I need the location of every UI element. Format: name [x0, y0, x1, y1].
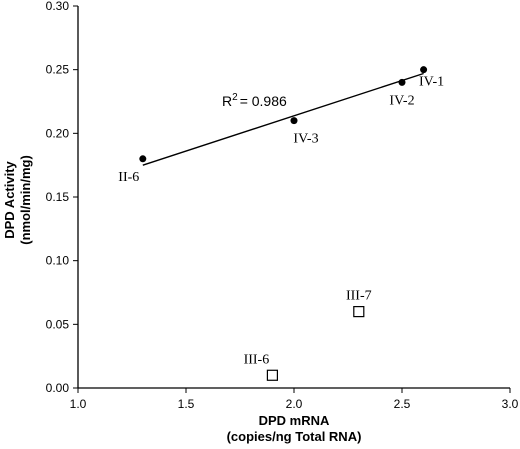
y-tick-label: 0.20 [46, 126, 70, 140]
y-tick-label: 0.10 [46, 254, 70, 268]
point [398, 78, 406, 86]
point-label: II-6 [118, 170, 139, 185]
x-tick-label: 2.0 [286, 397, 303, 411]
y-tick-label: 0.05 [46, 317, 70, 331]
y-axis-title: DPD Activity [2, 160, 17, 238]
y-tick-label: 0.30 [46, 0, 70, 13]
y-tick-label: 0.25 [46, 63, 70, 77]
x-tick-label: 1.5 [178, 397, 195, 411]
r-value: = 0.986 [240, 93, 287, 109]
x-tick-label: 2.5 [394, 397, 411, 411]
point-label: IV-1 [419, 75, 444, 90]
trendline [142, 72, 424, 166]
r-base: R [222, 93, 232, 109]
point-label: III-7 [346, 289, 372, 304]
x-tick-label: 3.0 [502, 397, 519, 411]
r-squared: R2 = 0.986 [222, 92, 287, 109]
point-label: IV-3 [293, 132, 318, 147]
x-axis-title: (copies/ng Total RNA) [227, 429, 362, 444]
point [420, 66, 428, 74]
y-axis-title: (nmol/min/mg) [18, 155, 33, 245]
x-tick-label: 1.0 [70, 397, 87, 411]
point-label: III-6 [244, 352, 270, 367]
x-axis-title: DPD mRNA [259, 413, 330, 428]
y-tick-label: 0.15 [46, 190, 70, 204]
point [139, 155, 147, 163]
r-sup: 2 [232, 92, 238, 103]
point [353, 306, 365, 318]
y-tick-label: 0.00 [46, 381, 70, 395]
point [266, 369, 278, 381]
point [290, 117, 298, 125]
point-label: IV-2 [389, 93, 414, 108]
